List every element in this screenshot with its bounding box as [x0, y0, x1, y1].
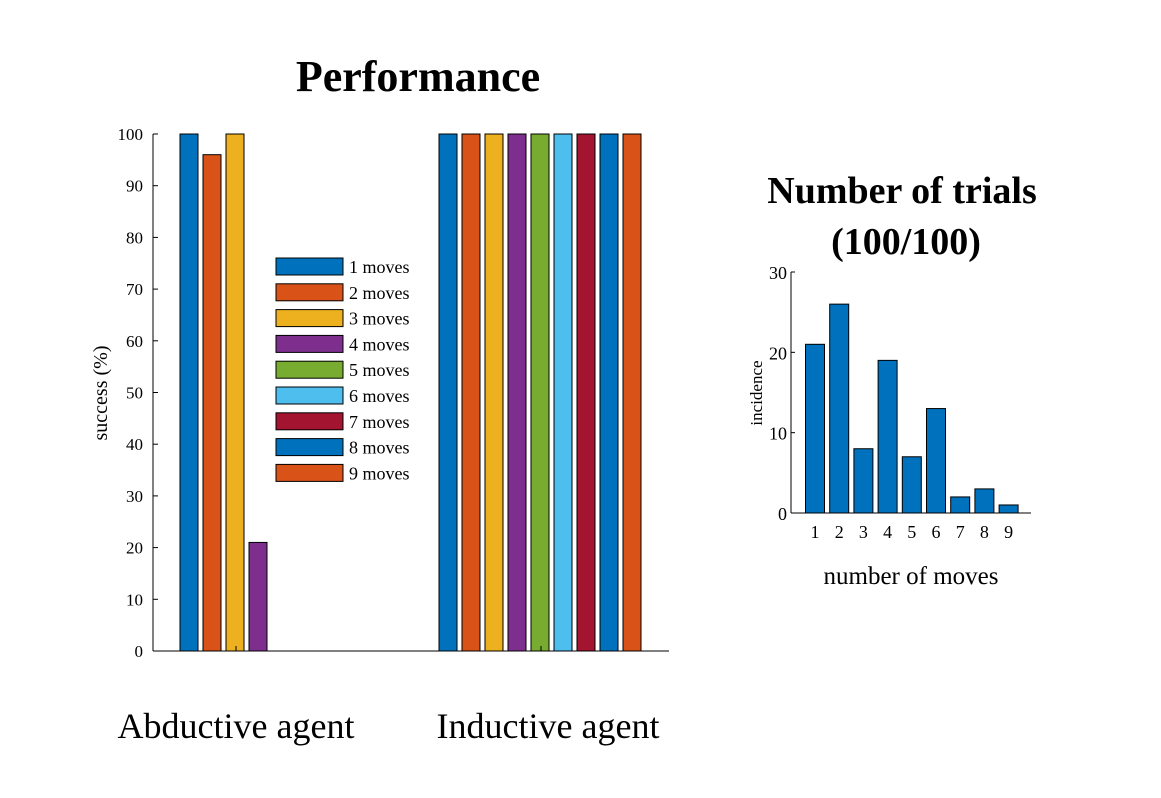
bar-inductive-8-moves: [599, 133, 619, 652]
trials-bar-2: [829, 303, 850, 514]
y-tick-label: 10: [126, 590, 143, 609]
y-tick-label: 0: [778, 504, 787, 524]
legend-swatch-1: [275, 257, 344, 276]
performance-title: Performance: [296, 52, 540, 101]
legend-label-5: 5 moves: [349, 360, 410, 380]
legend-swatch-2: [275, 283, 344, 302]
trials-bar-8: [974, 488, 995, 514]
y-tick-label: 60: [126, 332, 143, 351]
y-tick-label: 30: [769, 263, 787, 283]
trials-title: Number of trials: [767, 170, 1037, 212]
trials-bar-3: [853, 448, 874, 514]
trials-bar-9: [998, 504, 1019, 514]
legend-label-2: 2 moves: [349, 283, 410, 303]
trials-bar-6: [926, 408, 946, 514]
bar-inductive-5-moves: [530, 133, 550, 652]
y-tick-label: 0: [135, 642, 144, 661]
y-tick-label: 30: [126, 487, 143, 506]
y-tick-label: 90: [126, 177, 143, 196]
legend-swatch-9: [275, 463, 344, 482]
trials-axes: 1 2 3 4 5 6 7 8 9 0 10 20 30: [769, 263, 1031, 542]
x-tick-label: 4: [883, 522, 892, 542]
legend-label-7: 7 moves: [349, 412, 410, 432]
legend-swatch-8: [275, 438, 344, 457]
bar-inductive-3-moves: [484, 133, 504, 652]
trials-bars: [805, 303, 1019, 514]
x-tick-label: 2: [835, 522, 844, 542]
bar-abductive-1-moves: [179, 133, 199, 652]
bar-inductive-4-moves: [507, 133, 527, 652]
legend-label-8: 8 moves: [349, 438, 410, 458]
bar-inductive-7-moves: [576, 133, 596, 652]
y-tick-label: 10: [769, 424, 787, 444]
y-tick-label: 70: [126, 280, 143, 299]
bar-inductive-6-moves: [553, 133, 573, 652]
bar-abductive-3-moves: [225, 133, 245, 652]
x-tick-label: 9: [1004, 522, 1013, 542]
bar-abductive-2-moves: [202, 154, 222, 652]
legend-swatch-3: [275, 309, 344, 328]
bar-inductive-1-moves: [438, 133, 458, 652]
y-tick-label: 20: [126, 539, 143, 558]
trials-x-label: number of moves: [824, 563, 999, 590]
category-label-inductive: Inductive agent: [437, 706, 660, 746]
performance-legend: 1 moves 2 moves 3 moves 4 moves 5 moves 6 mov…: [275, 257, 410, 483]
legend-label-1: 1 moves: [349, 257, 410, 277]
y-tick-label: 80: [126, 228, 143, 247]
y-tick-label: 50: [126, 384, 143, 403]
bar-inductive-9-moves: [622, 133, 642, 652]
legend-swatch-5: [275, 360, 344, 379]
legend-label-6: 6 moves: [349, 386, 410, 406]
legend-label-9: 9 moves: [349, 463, 410, 483]
y-tick-label: 100: [118, 125, 144, 144]
trials-y-label: incidence: [747, 360, 766, 425]
x-tick-label: 1: [811, 522, 820, 542]
legend-swatch-6: [275, 386, 344, 405]
performance-bars: [179, 133, 642, 652]
trials-subtitle: (100/100): [831, 221, 981, 263]
y-tick-label: 20: [769, 343, 787, 363]
legend-swatch-7: [275, 412, 344, 431]
legend-swatch-4: [275, 334, 344, 353]
x-tick-label: 6: [932, 522, 941, 542]
bar-inductive-2-moves: [461, 133, 481, 652]
bar-abductive-4-moves: [248, 541, 268, 652]
x-tick-label: 7: [956, 522, 965, 542]
performance-y-label: success (%): [90, 346, 112, 441]
y-tick-label: 40: [126, 435, 143, 454]
trials-bar-7: [950, 496, 971, 514]
legend-label-4: 4 moves: [349, 334, 410, 354]
performance-axes: 0 10 20 30 40 50 60 70 80 90 100: [118, 125, 669, 661]
trials-bar-4: [877, 359, 898, 514]
legend-label-3: 3 moves: [349, 309, 410, 329]
x-tick-label: 3: [859, 522, 868, 542]
category-label-abductive: Abductive agent: [118, 706, 355, 746]
trials-bar-5: [901, 456, 922, 514]
x-tick-label: 5: [907, 522, 916, 542]
x-tick-label: 8: [980, 522, 989, 542]
trials-bar-1: [805, 343, 825, 514]
